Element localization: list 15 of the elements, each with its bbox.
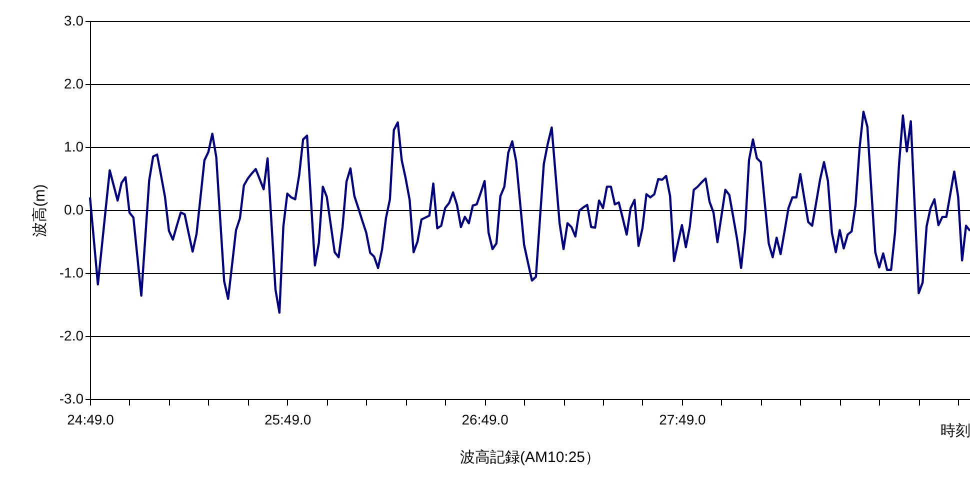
line-series (88, 110, 970, 314)
x-tick-label: 24:49.0 (67, 412, 114, 428)
y-tick-label: 1.0 (64, 138, 84, 154)
y-tick-label: -1.0 (59, 264, 84, 280)
y-tick-label: -3.0 (59, 390, 84, 406)
y-tick-label: 2.0 (64, 76, 84, 92)
x-axis-title: 時刻 (940, 422, 970, 440)
y-tick-label: -2.0 (59, 328, 84, 344)
x-tick-label: 25:49.0 (264, 412, 312, 428)
y-axis-title: 波高(m) (31, 184, 48, 237)
text: 波高記録(AM10:25） (460, 449, 600, 466)
y-tick-label: 0.0 (64, 202, 84, 218)
y-tick-label: 3.0 (64, 12, 84, 28)
x-tick-label: 27:49.0 (659, 412, 706, 428)
x-tick-label: 26:49.0 (462, 412, 509, 428)
